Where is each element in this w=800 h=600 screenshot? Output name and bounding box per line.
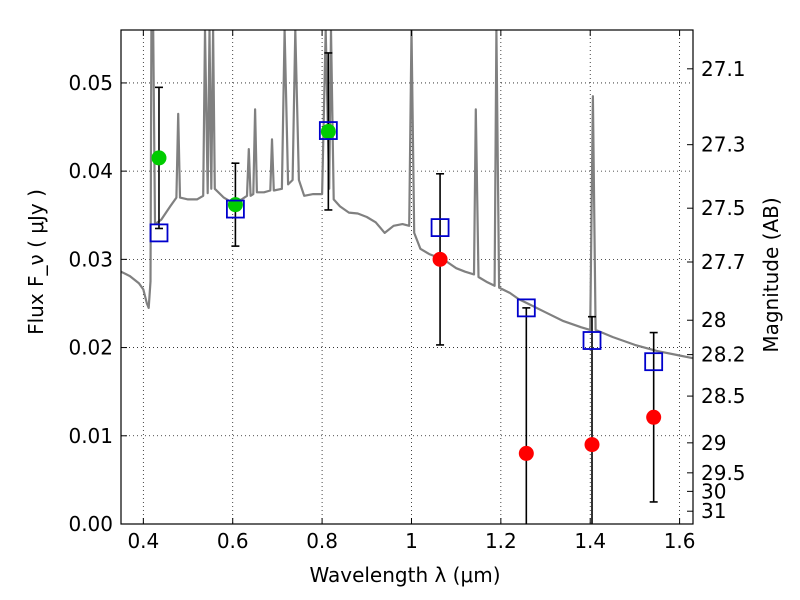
axis-ticks: 0.4 0.6 0.8 1 1.2 1.4 1.6 0.00 0.01 0.02 0.03 0.04 0…	[68, 30, 746, 553]
right-tick-label: 31	[701, 499, 726, 523]
right-tick-label: 30	[701, 479, 726, 503]
x-tick-label: 1.4	[574, 529, 606, 553]
y-tick-label: 0.04	[68, 159, 113, 183]
spectrum-line	[121, 30, 693, 360]
model-point-square	[582, 331, 602, 350]
model-point-square	[225, 199, 245, 219]
y-tick-label: 0.00	[68, 512, 113, 536]
x-tick-label: 1	[405, 529, 418, 553]
data-point-circle	[432, 251, 448, 267]
data-point-circle	[518, 445, 534, 461]
y-tick-label: 0.02	[68, 336, 113, 360]
right-tick-label: 28.5	[701, 384, 746, 408]
right-tick-label: 29	[701, 431, 726, 455]
model-spectrum	[121, 30, 693, 360]
right-tick-label: 28	[701, 308, 726, 332]
model-point-square	[149, 223, 169, 243]
y-axis-right-label: Magnitude (AB)	[759, 197, 783, 352]
right-tick-label: 29.5	[701, 461, 746, 485]
y-tick-label: 0.05	[68, 71, 113, 95]
model-point-square	[516, 298, 536, 318]
data-point-circle	[320, 123, 336, 139]
x-tick-label: 0.6	[217, 529, 249, 553]
right-tick-label: 27.1	[701, 57, 746, 81]
data-point-circle	[227, 197, 243, 213]
x-tick-label: 1.6	[664, 529, 696, 553]
right-tick-label: 27.5	[701, 196, 746, 220]
plot-frame	[120, 29, 694, 525]
right-tick-label: 27.7	[701, 250, 746, 274]
data-markers	[149, 121, 664, 461]
x-tick-label: 0.4	[127, 529, 159, 553]
y-tick-label: 0.03	[68, 247, 113, 271]
data-point-circle	[151, 150, 167, 166]
y-axis-label: Flux F_ν ( μJy )	[24, 189, 48, 335]
right-tick-label: 27.3	[701, 133, 746, 157]
data-point-circle	[646, 409, 662, 425]
model-point-square	[644, 352, 664, 372]
data-point-circle	[584, 437, 600, 453]
error-bars	[154, 52, 658, 524]
model-point-square	[430, 218, 450, 238]
right-tick-label: 28.2	[701, 343, 746, 367]
model-point-square	[318, 121, 338, 140]
x-axis-label: Wavelength λ (μm)	[309, 563, 500, 587]
y-tick-label: 0.01	[68, 424, 113, 448]
x-tick-label: 1.2	[485, 529, 517, 553]
x-tick-label: 0.8	[306, 529, 338, 553]
